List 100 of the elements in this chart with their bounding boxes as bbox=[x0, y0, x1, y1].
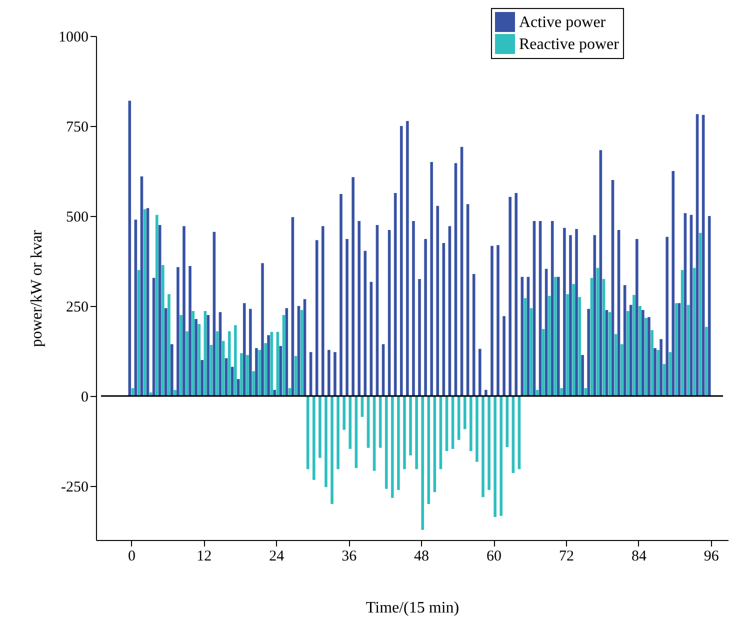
bar bbox=[128, 100, 132, 396]
bar bbox=[508, 196, 512, 396]
bar bbox=[488, 396, 490, 490]
bar bbox=[705, 326, 708, 396]
legend-label: Reactive power bbox=[519, 36, 620, 53]
bar bbox=[569, 235, 572, 396]
bar bbox=[496, 245, 500, 396]
bar bbox=[415, 396, 418, 470]
bar bbox=[246, 354, 249, 396]
bar bbox=[174, 390, 176, 396]
bar bbox=[581, 354, 584, 396]
bar bbox=[427, 396, 430, 504]
bar bbox=[164, 308, 168, 396]
bar bbox=[548, 296, 551, 396]
x-axis-title: Time/(15 min) bbox=[366, 600, 460, 616]
bar bbox=[186, 331, 188, 396]
bar bbox=[206, 315, 210, 396]
y-tick-label: 250 bbox=[66, 300, 88, 316]
bar bbox=[391, 396, 394, 498]
bar bbox=[656, 350, 660, 396]
bar bbox=[156, 214, 158, 396]
bar bbox=[168, 294, 170, 396]
bar bbox=[182, 226, 186, 396]
bar bbox=[494, 396, 496, 517]
bar bbox=[629, 304, 632, 396]
y-tick-label: 500 bbox=[66, 210, 88, 226]
bar bbox=[252, 371, 255, 396]
bar bbox=[384, 396, 388, 489]
y-axis-title: power/kW or kvar bbox=[28, 229, 46, 347]
bar bbox=[334, 352, 336, 396]
bar bbox=[170, 344, 174, 396]
bar bbox=[514, 192, 518, 396]
bar bbox=[306, 396, 310, 470]
bar bbox=[358, 221, 361, 396]
bar bbox=[348, 396, 352, 449]
bar bbox=[560, 388, 563, 396]
bar bbox=[194, 318, 198, 396]
bar bbox=[403, 396, 406, 470]
x-tick-label: 96 bbox=[704, 548, 720, 564]
bar bbox=[255, 348, 258, 396]
bar bbox=[200, 360, 204, 396]
bar bbox=[421, 396, 424, 530]
bar bbox=[638, 306, 642, 396]
bar bbox=[660, 339, 662, 396]
bar bbox=[698, 232, 702, 396]
bar bbox=[328, 350, 330, 396]
bar bbox=[321, 226, 324, 396]
bar bbox=[593, 235, 596, 396]
bar bbox=[484, 390, 488, 396]
bar bbox=[692, 268, 696, 396]
bar bbox=[500, 396, 503, 516]
bar bbox=[620, 344, 624, 396]
y-tick-label: 750 bbox=[66, 120, 88, 136]
bar bbox=[472, 274, 476, 396]
bar bbox=[409, 396, 412, 456]
bar bbox=[650, 330, 654, 396]
bar bbox=[261, 263, 264, 396]
bar bbox=[192, 311, 195, 396]
bar bbox=[162, 264, 164, 396]
bar bbox=[234, 325, 237, 396]
bar bbox=[614, 334, 618, 396]
bar bbox=[270, 332, 274, 396]
bar bbox=[478, 348, 482, 396]
bar bbox=[566, 294, 569, 396]
x-tick-label: 36 bbox=[342, 548, 358, 564]
bar bbox=[406, 120, 409, 396]
bar bbox=[318, 396, 322, 458]
bar bbox=[648, 317, 650, 396]
bar bbox=[644, 318, 648, 396]
bar bbox=[330, 396, 334, 504]
bar bbox=[342, 396, 346, 430]
bar bbox=[542, 329, 545, 396]
x-tick-label: 0 bbox=[128, 548, 136, 564]
bar bbox=[249, 308, 252, 396]
bar bbox=[352, 177, 354, 396]
bar bbox=[279, 346, 282, 396]
bar bbox=[550, 221, 554, 396]
x-tick-label: 12 bbox=[196, 548, 212, 564]
x-tick-label: 84 bbox=[631, 548, 647, 564]
bar bbox=[180, 315, 182, 396]
bar bbox=[502, 316, 506, 396]
bar bbox=[672, 171, 675, 396]
bar bbox=[587, 308, 590, 396]
bar bbox=[340, 194, 342, 396]
bar bbox=[436, 206, 440, 396]
bar bbox=[470, 396, 472, 452]
bar bbox=[578, 297, 582, 396]
x-tick-label: 24 bbox=[269, 548, 285, 564]
bar bbox=[397, 396, 400, 490]
bar bbox=[654, 348, 656, 396]
x-tick-label: 72 bbox=[558, 548, 574, 564]
bar bbox=[176, 267, 180, 396]
bar bbox=[708, 216, 711, 396]
y-tick-label: 0 bbox=[81, 390, 88, 406]
bar bbox=[336, 396, 340, 470]
bar bbox=[482, 396, 484, 498]
bar bbox=[636, 239, 638, 396]
bar bbox=[557, 276, 560, 396]
bar bbox=[312, 396, 316, 480]
bar bbox=[188, 266, 192, 396]
